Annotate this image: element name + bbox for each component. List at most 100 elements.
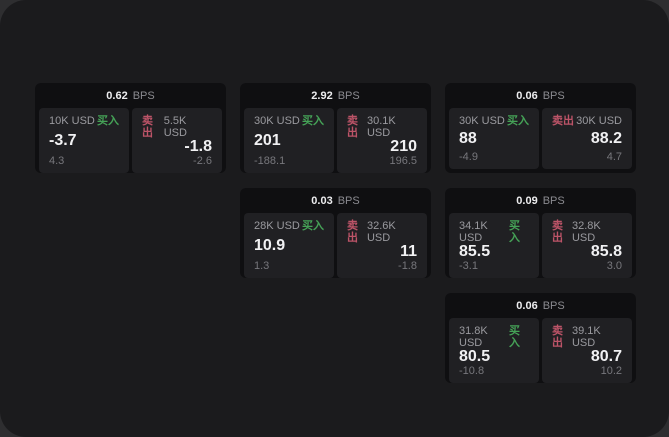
- quote-card: 0.09 BPS 34.1K USD 买入 85.5 -3.1 卖出 32.8K…: [445, 188, 636, 278]
- bps-value: 0.06: [516, 299, 538, 312]
- buy-tile[interactable]: 10K USD 买入 -3.7 4.3: [39, 108, 129, 173]
- sell-price: 85.8: [590, 243, 622, 261]
- bps-header: 2.92 BPS: [240, 83, 431, 108]
- sell-delta: -2.6: [193, 155, 212, 168]
- buy-price: 85.5: [459, 243, 491, 261]
- bps-unit-label: BPS: [542, 194, 565, 207]
- bps-header: 0.06 BPS: [445, 83, 636, 108]
- bps-header: 0.03 BPS: [240, 188, 431, 213]
- sell-amount: 32.6K USD: [366, 220, 396, 245]
- sell-price: 210: [390, 138, 417, 156]
- bps-value: 0.09: [516, 194, 538, 207]
- sell-tile-top: 卖出 30K USD: [552, 115, 622, 127]
- bps-value: 0.06: [516, 89, 538, 102]
- sell-price: 11: [400, 243, 417, 261]
- bps-header: 0.62 BPS: [35, 83, 226, 108]
- buy-price: 201: [254, 132, 281, 150]
- buy-tile-top: 34.1K USD 买入: [459, 220, 529, 244]
- buy-tile[interactable]: 30K USD 买入 201 -188.1: [244, 108, 334, 173]
- sell-label: 卖出: [142, 115, 153, 140]
- buy-amount: 30K USD: [459, 115, 505, 127]
- sell-amount: 5.5K USD: [163, 115, 187, 140]
- buy-tile[interactable]: 30K USD 买入 88 -4.9: [449, 108, 539, 169]
- sell-amount: 30.1K USD: [366, 115, 396, 140]
- card-body: 30K USD 买入 88 -4.9 卖出 30K USD 88.2 4.7: [445, 108, 636, 173]
- buy-amount: 10K USD: [49, 115, 95, 127]
- buy-tile-top: 31.8K USD 买入: [459, 325, 529, 349]
- buy-tile-top: 30K USD 买入: [254, 115, 324, 127]
- sell-tile[interactable]: 卖出 30.1K USD 210 196.5: [337, 108, 427, 173]
- card-body: 10K USD 买入 -3.7 4.3 卖出 5.5K USD -1.8 -2.…: [35, 108, 226, 173]
- quote-card: 0.03 BPS 28K USD 买入 10.9 1.3 卖出 32.6K US…: [240, 188, 431, 278]
- buy-tile[interactable]: 31.8K USD 买入 80.5 -10.8: [449, 318, 539, 383]
- sell-label: 卖出: [552, 220, 563, 245]
- buy-delta: -3.1: [459, 260, 478, 273]
- buy-label: 买入: [302, 220, 324, 232]
- bps-unit-label: BPS: [542, 299, 565, 312]
- buy-delta: -4.9: [459, 150, 478, 163]
- buy-tile-top: 10K USD 买入: [49, 115, 119, 127]
- sell-label: 卖出: [347, 220, 358, 245]
- sell-tile[interactable]: 卖出 32.8K USD 85.8 3.0: [542, 213, 632, 278]
- buy-amount: 30K USD: [254, 115, 300, 127]
- bps-header: 0.09 BPS: [445, 188, 636, 213]
- buy-price: 88: [459, 130, 477, 147]
- sell-tile[interactable]: 卖出 39.1K USD 80.7 10.2: [542, 318, 632, 383]
- bps-value: 0.62: [106, 89, 128, 102]
- buy-tile-top: 30K USD 买入: [459, 115, 529, 127]
- buy-price: 10.9: [254, 237, 286, 255]
- buy-delta: -10.8: [459, 365, 485, 378]
- sell-delta: 10.2: [600, 365, 622, 378]
- buy-price: -3.7: [49, 132, 77, 150]
- bps-unit-label: BPS: [337, 89, 360, 102]
- sell-label: 卖出: [552, 325, 563, 350]
- buy-tile-top: 28K USD 买入: [254, 220, 324, 232]
- buy-tile[interactable]: 34.1K USD 买入 85.5 -3.1: [449, 213, 539, 278]
- sell-delta: 196.5: [389, 155, 417, 168]
- sell-tile-top: 卖出 32.6K USD: [347, 220, 417, 244]
- sell-delta: 4.7: [606, 150, 622, 163]
- sell-tile[interactable]: 卖出 32.6K USD 11 -1.8: [337, 213, 427, 278]
- sell-tile[interactable]: 卖出 30K USD 88.2 4.7: [542, 108, 632, 169]
- buy-amount: 34.1K USD: [459, 220, 488, 245]
- card-body: 30K USD 买入 201 -188.1 卖出 30.1K USD 210 1…: [240, 108, 431, 173]
- sell-label: 卖出: [347, 115, 358, 140]
- bps-value: 0.03: [311, 194, 333, 207]
- sell-delta: 3.0: [606, 260, 622, 273]
- bps-unit-label: BPS: [132, 89, 155, 102]
- quote-card: 0.06 BPS 31.8K USD 买入 80.5 -10.8 卖出 39.1…: [445, 293, 636, 383]
- card-body: 34.1K USD 买入 85.5 -3.1 卖出 32.8K USD 85.8…: [445, 213, 636, 278]
- sell-tile[interactable]: 卖出 5.5K USD -1.8 -2.6: [132, 108, 222, 173]
- buy-label: 买入: [302, 115, 324, 127]
- sell-tile-top: 卖出 30.1K USD: [347, 115, 417, 139]
- sell-tile-top: 卖出 39.1K USD: [552, 325, 622, 349]
- sell-amount: 32.8K USD: [571, 220, 601, 245]
- quote-cards-grid: 0.62 BPS 10K USD 买入 -3.7 4.3 卖出 5.5K USD: [35, 83, 636, 383]
- buy-tile[interactable]: 28K USD 买入 10.9 1.3: [244, 213, 334, 278]
- buy-delta: 4.3: [49, 155, 65, 168]
- buy-amount: 31.8K USD: [459, 325, 488, 350]
- quote-card: 0.62 BPS 10K USD 买入 -3.7 4.3 卖出 5.5K USD: [35, 83, 226, 173]
- buy-amount: 28K USD: [254, 220, 300, 232]
- card-body: 28K USD 买入 10.9 1.3 卖出 32.6K USD 11 -1.8: [240, 213, 431, 278]
- buy-label: 买入: [509, 220, 521, 245]
- sell-label: 卖出: [552, 115, 574, 127]
- buy-label: 买入: [507, 115, 529, 127]
- bps-header: 0.06 BPS: [445, 293, 636, 318]
- bps-unit-label: BPS: [542, 89, 565, 102]
- bps-value: 2.92: [311, 89, 333, 102]
- buy-price: 80.5: [459, 348, 491, 366]
- bps-unit-label: BPS: [337, 194, 360, 207]
- card-body: 31.8K USD 买入 80.5 -10.8 卖出 39.1K USD 80.…: [445, 318, 636, 383]
- quote-card: 2.92 BPS 30K USD 买入 201 -188.1 卖出 30.1K …: [240, 83, 431, 173]
- buy-label: 买入: [509, 325, 521, 350]
- sell-price: -1.8: [184, 138, 212, 156]
- sell-amount: 30K USD: [576, 115, 622, 127]
- sell-price: 80.7: [590, 348, 622, 366]
- buy-delta: 1.3: [254, 260, 270, 273]
- sell-tile-top: 卖出 32.8K USD: [552, 220, 622, 244]
- buy-delta: -188.1: [254, 155, 286, 168]
- buy-label: 买入: [97, 115, 119, 127]
- sell-delta: -1.8: [398, 260, 417, 273]
